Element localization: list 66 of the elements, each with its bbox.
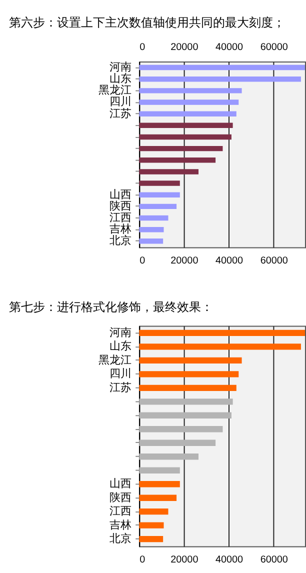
- x2-tick-label: 60000: [260, 42, 288, 54]
- bar: [139, 344, 301, 350]
- y-tick-label: 陕西: [110, 200, 132, 212]
- bar: [139, 440, 216, 446]
- bar: [139, 384, 236, 392]
- bar: [139, 169, 199, 174]
- bar: [139, 192, 180, 198]
- bar: [139, 215, 168, 221]
- y-tick-label: 江苏: [110, 106, 132, 120]
- bar: [139, 398, 233, 405]
- y-tick-label: 陕西: [110, 492, 132, 504]
- y-tick-label: 黑龙江: [98, 84, 132, 97]
- x2-tick-label: 20000: [170, 42, 199, 54]
- bar: [139, 204, 177, 210]
- bar: [139, 371, 239, 378]
- y-tick-label: 黑龙江: [98, 353, 132, 366]
- x-tick-label: 60000: [260, 554, 288, 566]
- x2-tick-label: 0: [140, 42, 146, 54]
- x-tick-label: 60000: [260, 256, 288, 267]
- y-tick-label: 江苏: [110, 380, 132, 394]
- y-tick-label: 江西: [110, 506, 132, 518]
- y-tick-label: 四川: [110, 95, 132, 108]
- bar: [139, 467, 180, 474]
- chart-title: 第七步：进行格式化修饰，最终效果：: [8, 300, 213, 314]
- bar: [139, 536, 164, 542]
- y-tick-label: 四川: [110, 367, 132, 380]
- bar: [139, 226, 164, 232]
- bar: [139, 412, 232, 418]
- bar: [139, 330, 306, 336]
- bar: [139, 122, 233, 128]
- bar: [139, 158, 216, 163]
- bar: [139, 146, 223, 152]
- y-tick-label: 山西: [110, 477, 132, 490]
- bar: [139, 357, 242, 364]
- bar: [139, 180, 180, 186]
- x-tick-label: 20000: [170, 256, 199, 267]
- y-tick-label: 山东: [110, 340, 132, 353]
- y-tick-label: 河南: [110, 60, 132, 74]
- x-tick-label: 20000: [170, 554, 199, 566]
- x-tick-label: 40000: [215, 256, 244, 267]
- bar: [139, 454, 199, 460]
- x2-tick-label: 40000: [215, 42, 244, 54]
- bar: [139, 238, 164, 244]
- bar: [139, 76, 301, 82]
- y-tick-label: 北京: [110, 532, 132, 546]
- y-tick-label: 吉林: [110, 222, 132, 236]
- x-tick-label: 40000: [215, 554, 244, 566]
- y-tick-label: 江西: [110, 212, 132, 224]
- bar: [139, 88, 242, 94]
- bar: [139, 64, 306, 70]
- bar: [139, 481, 180, 488]
- y-tick-label: 河南: [110, 326, 132, 339]
- bar: [139, 134, 232, 140]
- bar: [139, 508, 168, 515]
- y-tick-label: 山西: [110, 188, 132, 201]
- bar: [139, 426, 223, 432]
- bar: [139, 100, 239, 105]
- y-tick-label: 山东: [110, 72, 132, 86]
- x-tick-label: 0: [140, 256, 146, 267]
- bar: [139, 522, 164, 528]
- bar: [139, 111, 236, 116]
- x-tick-label: 0: [140, 554, 146, 566]
- y-tick-label: 北京: [110, 234, 132, 248]
- chart-title: 第六步：设置上下主次数值轴使用共同的最大刻度；: [8, 16, 285, 30]
- bar: [139, 494, 177, 501]
- y-tick-label: 吉林: [110, 518, 132, 532]
